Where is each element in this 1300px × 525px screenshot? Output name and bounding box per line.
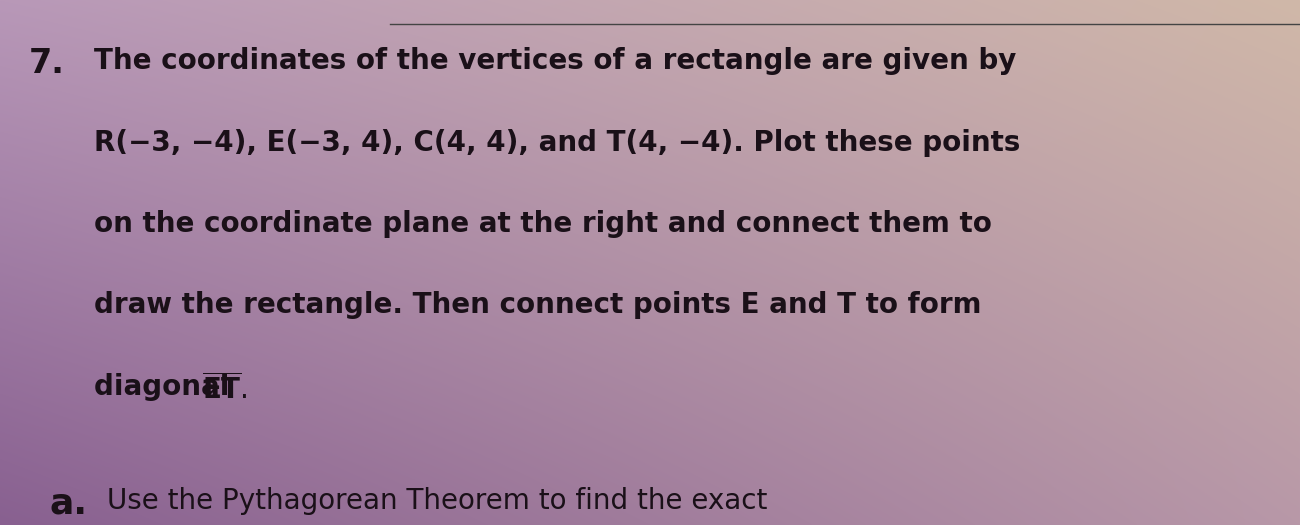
Text: $\mathbf{\overline{ET}}$.: $\mathbf{\overline{ET}}$. [202,373,247,405]
Text: 7.: 7. [29,47,65,80]
Text: Use the Pythagorean Theorem to find the exact: Use the Pythagorean Theorem to find the … [107,487,767,514]
Text: a.: a. [49,487,87,521]
Text: The coordinates of the vertices of a rectangle are given by: The coordinates of the vertices of a rec… [94,47,1017,75]
Text: R(−3, −4), E(−3, 4), C(4, 4), and T(4, −4). Plot these points: R(−3, −4), E(−3, 4), C(4, 4), and T(4, −… [94,129,1021,156]
Text: diagonal: diagonal [94,373,239,401]
Text: draw the rectangle. Then connect points E and T to form: draw the rectangle. Then connect points … [94,291,982,319]
Text: on the coordinate plane at the right and connect them to: on the coordinate plane at the right and… [94,210,992,238]
